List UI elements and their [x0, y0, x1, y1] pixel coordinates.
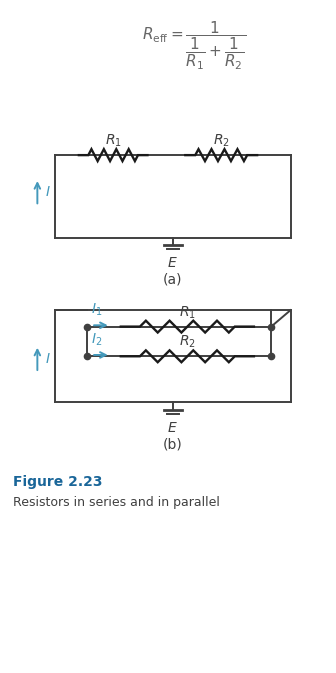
Text: $R_{\rm eff} = \dfrac{1}{\dfrac{1}{R_1} + \dfrac{1}{R_2}}$: $R_{\rm eff} = \dfrac{1}{\dfrac{1}{R_1} … [142, 20, 246, 72]
Text: (a): (a) [163, 272, 182, 286]
Text: $R_1$: $R_1$ [179, 304, 196, 320]
Text: (b): (b) [163, 437, 183, 451]
Text: $E$: $E$ [167, 256, 178, 271]
Text: $E$: $E$ [167, 421, 178, 435]
Text: Resistors in series and in parallel: Resistors in series and in parallel [13, 497, 220, 509]
Text: $R_2$: $R_2$ [213, 133, 229, 149]
Text: $I_2$: $I_2$ [91, 331, 102, 348]
Text: $I_1$: $I_1$ [91, 302, 102, 318]
Text: $R_2$: $R_2$ [179, 334, 196, 351]
Text: $I$: $I$ [45, 352, 51, 366]
Text: $R_1$: $R_1$ [105, 133, 122, 149]
Text: Figure 2.23: Figure 2.23 [13, 475, 103, 489]
Text: $I$: $I$ [45, 185, 51, 199]
